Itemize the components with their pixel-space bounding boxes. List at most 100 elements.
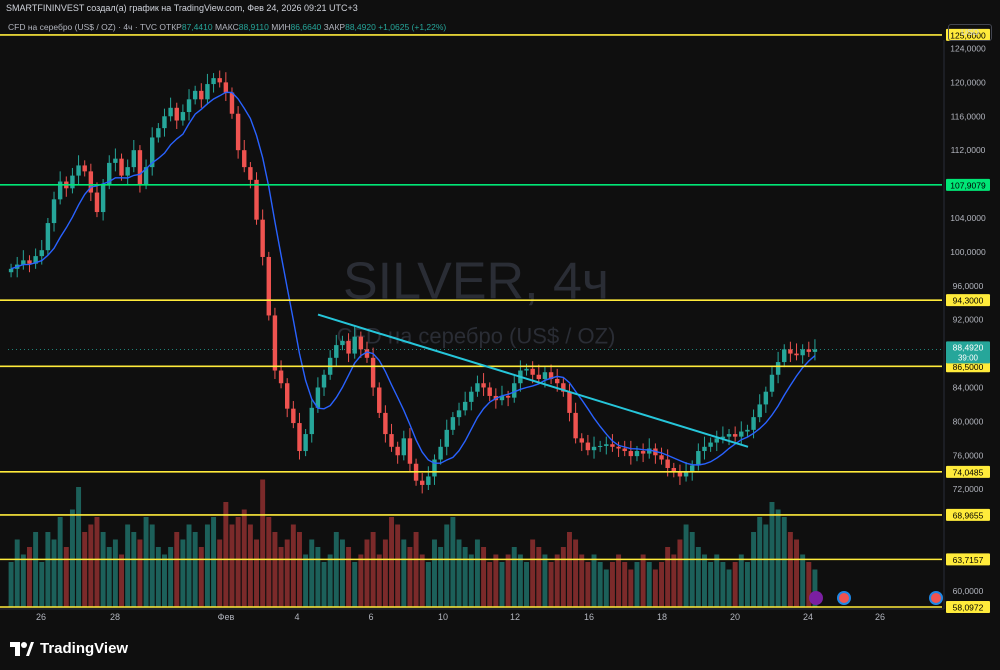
volume-bar	[505, 554, 511, 607]
source-label: TVC	[140, 22, 158, 32]
volume-bar	[395, 524, 401, 607]
volume-bar	[284, 539, 290, 607]
candle-body	[419, 480, 425, 485]
level-price-label: 94,3000	[953, 296, 984, 306]
y-tick-label: 92,0000	[953, 315, 984, 325]
candle-body	[739, 431, 744, 437]
candle-body	[27, 260, 32, 264]
volume-bar	[609, 562, 615, 607]
x-tick-label: 16	[584, 612, 594, 622]
candle-body	[260, 219, 265, 257]
alert-flag-icon[interactable]	[809, 591, 823, 605]
close-value: 88,4920	[345, 22, 376, 32]
volume-bar	[20, 554, 26, 607]
volume-bar	[665, 547, 671, 607]
candle-body	[272, 315, 278, 371]
volume-bar	[536, 547, 542, 607]
tradingview-logo[interactable]: TradingView	[10, 640, 128, 657]
volume-bar	[321, 562, 327, 607]
candle-body	[309, 407, 314, 435]
candle-body	[100, 184, 106, 213]
level-price-label: 63,7157	[953, 555, 984, 565]
volume-bar	[315, 547, 321, 607]
volume-bar	[260, 479, 266, 607]
candle-body	[8, 268, 14, 273]
volume-bar	[376, 554, 382, 607]
moving-average-line	[10, 91, 816, 466]
current-price-tag	[946, 341, 990, 364]
volume-bar	[327, 554, 333, 607]
candle-body	[677, 472, 683, 477]
volume-bar	[106, 547, 112, 607]
volume-bar	[585, 562, 591, 607]
low-label: МИН	[271, 22, 291, 32]
level-price-tag	[946, 178, 990, 191]
volume-bar	[554, 554, 560, 607]
us-flag-icon[interactable]	[837, 591, 851, 605]
y-tick-label: 124,0000	[950, 43, 986, 53]
volume-bar	[180, 539, 186, 607]
candle-body	[340, 340, 345, 346]
candle-body	[297, 423, 302, 452]
x-tick-label: 20	[730, 612, 740, 622]
volume-bar	[499, 562, 505, 607]
candle-body	[88, 171, 94, 193]
volume-bar	[63, 547, 69, 607]
volume-bar	[100, 532, 106, 607]
candle-body	[76, 165, 81, 176]
candle-body	[782, 349, 787, 363]
level-price-label: 86,5000	[953, 362, 984, 372]
candle-body	[610, 444, 615, 447]
candle-body	[671, 467, 677, 473]
volume-bar	[542, 554, 548, 607]
volume-bar	[646, 562, 652, 607]
publisher-bar: SMARTFININVEST создал(а) график на Tradi…	[0, 0, 1000, 20]
volume-bar	[241, 509, 247, 607]
candle-body	[585, 442, 591, 451]
volume-bar	[616, 554, 622, 607]
candle-body	[113, 158, 118, 163]
ohlc-legend[interactable]: CFD на серебро (US$ / OZ) · 4ч · TVC ОТК…	[8, 22, 447, 32]
candle-body	[487, 387, 492, 396]
interval-label[interactable]: 4ч	[123, 22, 133, 32]
volume-bar	[567, 532, 572, 607]
volume-bar	[8, 562, 14, 607]
volume-bar	[333, 532, 339, 607]
volume-bar	[174, 532, 180, 607]
volume-bar	[297, 532, 302, 607]
currency-button[interactable]: USD	[948, 24, 992, 41]
candle-body	[389, 434, 394, 447]
instrument-name[interactable]: CFD на серебро (US$ / OZ)	[8, 22, 116, 32]
candle-body	[512, 383, 517, 398]
us-flag-icon-axis[interactable]	[929, 591, 943, 605]
volume-bar	[425, 562, 431, 607]
y-tick-label: 120,0000	[950, 77, 986, 87]
y-tick-label: 100,0000	[950, 247, 986, 257]
change-value: +1,0625 (+1,22%)	[378, 22, 447, 32]
volume-bar	[290, 524, 296, 607]
volume-bar	[438, 547, 444, 607]
candle-body	[70, 175, 75, 189]
volume-bar	[468, 554, 474, 607]
candle-body	[21, 260, 26, 265]
candle-body	[732, 434, 738, 437]
level-price-tag	[946, 508, 990, 521]
open-value: 87,4410	[181, 22, 213, 32]
candle-body	[119, 158, 124, 176]
y-tick-label: 104,0000	[950, 213, 986, 223]
volume-bar	[695, 547, 701, 607]
volume-bar	[481, 547, 487, 607]
candle-body	[180, 112, 186, 121]
y-tick-label: 80,0000	[953, 416, 984, 426]
volume-bar	[186, 524, 192, 607]
candle-body	[284, 383, 290, 409]
candle-body	[321, 374, 327, 388]
volume-bar	[413, 532, 419, 607]
level-price-tag	[946, 553, 990, 566]
candle-body	[554, 378, 560, 384]
volume-bar	[787, 532, 793, 607]
trendline[interactable]	[317, 313, 749, 448]
volume-bar	[757, 517, 763, 607]
candle-body	[573, 412, 578, 439]
